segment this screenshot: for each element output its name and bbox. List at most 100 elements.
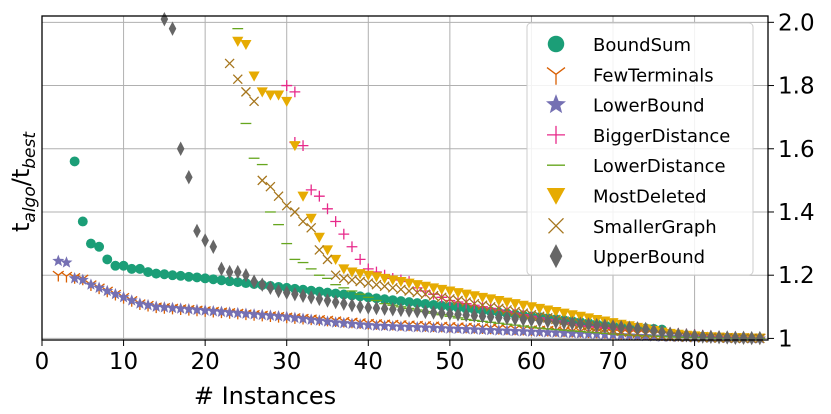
data-point [289, 86, 301, 98]
x-tick-label: 50 [435, 349, 464, 375]
data-point [510, 306, 521, 317]
data-point [338, 228, 350, 240]
data-point [501, 297, 513, 308]
data-point [560, 315, 568, 330]
data-point [199, 304, 212, 316]
data-point [485, 301, 496, 312]
data-point [274, 283, 283, 299]
data-point [347, 290, 357, 301]
data-point [256, 87, 268, 98]
data-point [193, 223, 201, 239]
data-point [185, 170, 193, 185]
data-point [511, 311, 519, 327]
legend-item-lowerdistance: LowerDistance [547, 156, 726, 177]
data-point [354, 253, 366, 265]
legend-label: LowerBound [593, 96, 705, 117]
data-point [305, 313, 318, 325]
legend-label: UpperBound [593, 247, 705, 268]
data-point [265, 181, 276, 192]
legend-item-fewterminals: FewTerminals [546, 65, 714, 86]
data-point [93, 281, 106, 293]
data-point [419, 321, 432, 333]
data-point [273, 191, 284, 202]
legend-label: SmallerGraph [593, 217, 717, 238]
y-tick-label: 1.2 [778, 263, 815, 289]
data-point [452, 288, 464, 299]
data-point [239, 307, 252, 319]
legend-marker [546, 188, 566, 205]
data-point [666, 326, 674, 341]
data-point [143, 267, 153, 277]
data-point [52, 254, 65, 267]
data-point [264, 309, 277, 321]
data-point [419, 281, 431, 292]
data-point [558, 326, 571, 339]
legend-label: BoundSum [593, 35, 691, 56]
x-tick-label: 40 [354, 349, 383, 375]
data-point [240, 39, 252, 51]
data-point [266, 280, 275, 296]
data-point [476, 292, 489, 303]
data-point [313, 232, 325, 243]
data-point [313, 190, 325, 202]
data-point [159, 269, 170, 280]
data-point [380, 301, 389, 316]
data-point [126, 263, 137, 274]
data-point [403, 320, 416, 333]
data-point [394, 320, 407, 332]
data-point [102, 254, 113, 265]
data-point [110, 260, 121, 271]
data-point [371, 279, 382, 290]
data-point [240, 278, 251, 289]
data-point [756, 330, 764, 346]
data-point [370, 272, 383, 283]
data-point [533, 325, 546, 338]
data-point [348, 298, 356, 313]
data-point [323, 293, 332, 308]
data-point [201, 233, 209, 248]
data-point [314, 244, 325, 255]
data-point [525, 325, 538, 337]
data-point [330, 288, 341, 299]
legend-marker [547, 125, 565, 144]
x-tick-label: 60 [517, 349, 546, 375]
data-point [94, 241, 105, 252]
data-point [208, 274, 219, 285]
data-point [77, 216, 88, 227]
data-point [167, 270, 178, 281]
legend-item-lowerbound: LowerBound [546, 94, 705, 117]
data-point [372, 300, 381, 316]
data-point [436, 284, 448, 296]
data-point [723, 330, 731, 345]
data-point [598, 328, 611, 340]
data-point [421, 304, 430, 320]
data-point [231, 306, 244, 319]
data-point [413, 304, 422, 319]
data-point [485, 294, 497, 305]
legend: BoundSum FewTerminals LowerBound BiggerDist… [526, 22, 754, 276]
data-point [109, 287, 122, 300]
data-point [233, 264, 242, 280]
data-point [500, 324, 513, 336]
data-point [337, 316, 350, 329]
data-point [125, 294, 138, 306]
series-upperbound [160, 11, 764, 346]
data-point [84, 278, 97, 290]
data-point [527, 312, 536, 328]
data-point [258, 277, 267, 292]
data-point [617, 319, 625, 335]
legend-label: FewTerminals [593, 65, 714, 86]
data-point [322, 254, 333, 265]
data-point [486, 309, 495, 325]
data-point [321, 245, 334, 256]
x-axis-label: # Instances [194, 382, 336, 410]
data-point [299, 288, 307, 303]
data-point [250, 274, 258, 289]
data-point [420, 289, 431, 300]
data-point [541, 326, 554, 338]
data-point [493, 303, 504, 314]
data-point [576, 316, 585, 332]
data-point [232, 74, 243, 85]
data-point [584, 317, 593, 332]
